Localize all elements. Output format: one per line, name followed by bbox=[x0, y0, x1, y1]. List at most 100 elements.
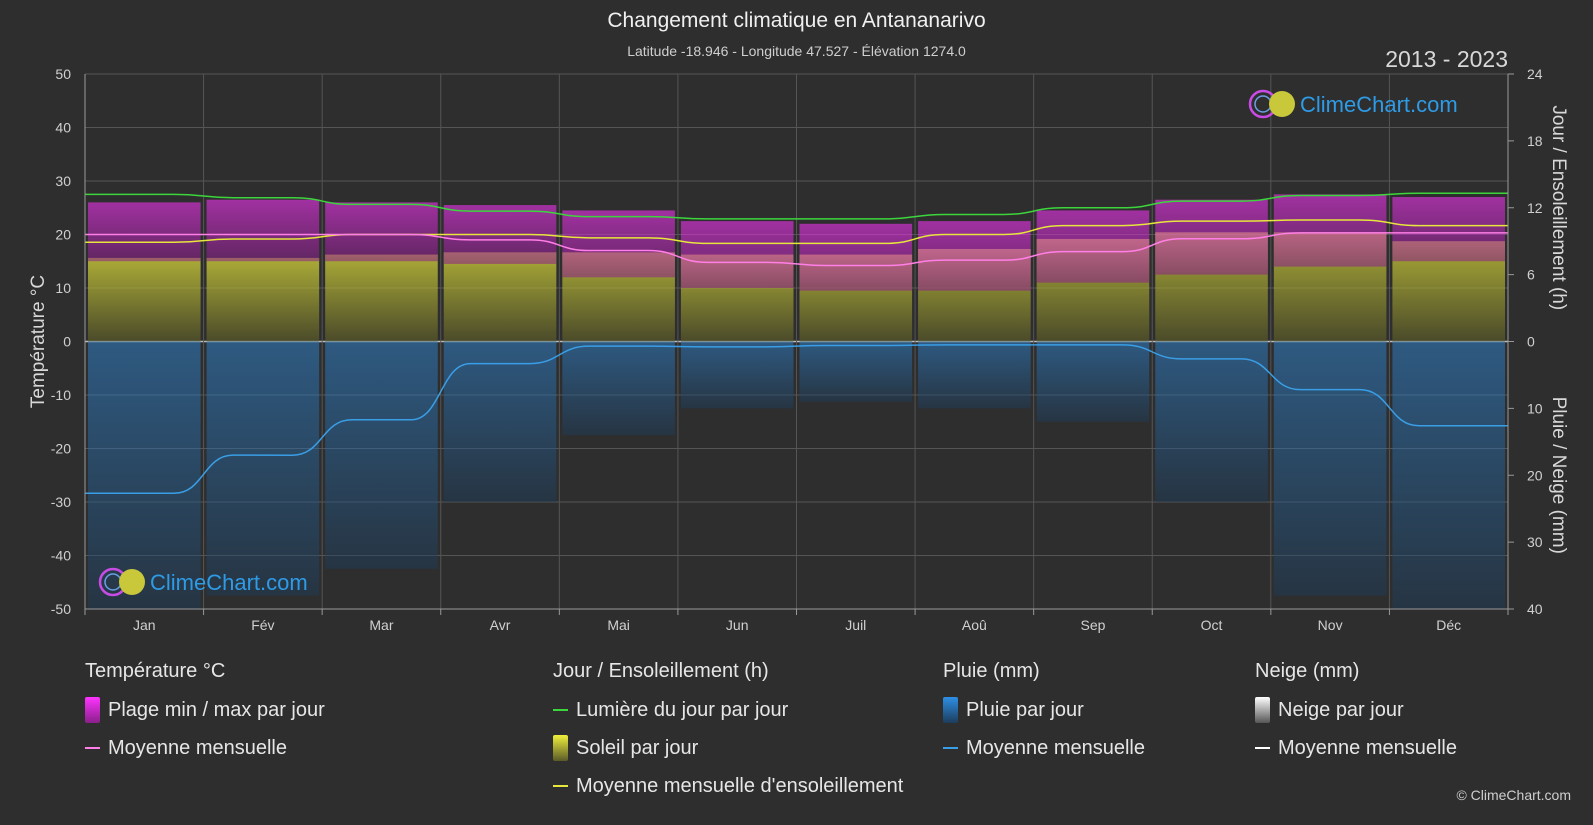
x-tick-label: Mar bbox=[369, 617, 393, 633]
rain-bar bbox=[1273, 341, 1387, 596]
y-tick-label-left: -20 bbox=[51, 441, 71, 457]
chart-title: Changement climatique en Antananarivo bbox=[607, 9, 986, 32]
legend-label: Neige par jour bbox=[1278, 698, 1404, 721]
rain-bar bbox=[680, 341, 794, 409]
legend-heading-snow: Neige (mm) bbox=[1255, 660, 1360, 682]
rain-bar bbox=[799, 341, 913, 402]
legend-item-snow-mean: Moyenne mensuelle bbox=[1255, 736, 1457, 760]
x-tick-label: Mai bbox=[607, 617, 630, 633]
temp-range-bar bbox=[88, 202, 201, 262]
temp-mean-swatch bbox=[85, 747, 100, 749]
copyright: © ClimeChart.com bbox=[1456, 787, 1571, 803]
rain-swatch bbox=[943, 697, 958, 723]
legend-item-temp-mean: Moyenne mensuelle bbox=[85, 736, 325, 760]
y-tick-label-right-precip: 30 bbox=[1527, 534, 1543, 550]
y-tick-label-right-hours: 18 bbox=[1527, 133, 1543, 149]
x-tick-label: Avr bbox=[490, 617, 511, 633]
rain-bar bbox=[88, 341, 201, 609]
snow-mean-swatch bbox=[1255, 747, 1270, 749]
legend-label: Soleil par jour bbox=[576, 736, 699, 759]
axes: 50 40 30 20 10 0 -10 -20 -30 -40 -50 24 18 12 6 0 10 20 30… bbox=[28, 66, 1569, 633]
sunshine-swatch bbox=[553, 735, 568, 761]
y-tick-label-right-hours: 0 bbox=[1527, 334, 1535, 350]
brand-sun-icon bbox=[1269, 91, 1295, 117]
daylight-line bbox=[85, 192, 1508, 220]
sunshine-bar bbox=[206, 257, 320, 342]
rain-bar bbox=[1036, 341, 1150, 422]
legend-rain: Pluie (mm) Pluie par jour Moyenne mensue… bbox=[943, 660, 1145, 774]
y-tick-label-right-precip: 40 bbox=[1527, 601, 1543, 617]
temp-range-bar bbox=[1155, 199, 1268, 275]
temp-mean-line bbox=[85, 232, 1508, 267]
rain-bar bbox=[206, 341, 320, 596]
y-tick-label-left: 30 bbox=[55, 173, 71, 189]
temp-range-bar bbox=[562, 210, 675, 278]
sunshine-bar bbox=[88, 257, 201, 342]
legend-item-snow: Neige par jour bbox=[1255, 697, 1457, 723]
legend-label: Moyenne mensuelle bbox=[966, 736, 1145, 759]
brand-logo-bottom: ClimeChart.com bbox=[98, 567, 308, 597]
rain-mean-swatch bbox=[943, 747, 958, 749]
temp-range-bar bbox=[1392, 197, 1505, 262]
rain-bar bbox=[1392, 341, 1505, 609]
temp-range-swatch bbox=[85, 697, 100, 723]
y-axis-title-right-bottom: Pluie / Neige (mm) bbox=[1548, 397, 1569, 554]
y-tick-label-right-precip: 20 bbox=[1527, 467, 1543, 483]
climate-chart: 50 40 30 20 10 0 -10 -20 -30 -40 -50 24 18 12 6 0 10 20 30… bbox=[28, 66, 1569, 633]
y-tick-label-right-hours: 12 bbox=[1527, 200, 1543, 216]
legend-item-rain: Pluie par jour bbox=[943, 697, 1145, 723]
x-tick-label: Sep bbox=[1080, 617, 1105, 633]
x-tick-label: Nov bbox=[1318, 617, 1343, 633]
legend-heading-rain: Pluie (mm) bbox=[943, 660, 1040, 682]
legend-label: Moyenne mensuelle bbox=[1278, 736, 1457, 759]
x-tick-label: Juil bbox=[845, 617, 866, 633]
x-tick-label: Oct bbox=[1201, 617, 1223, 633]
x-tick-label: Fév bbox=[251, 617, 274, 633]
data-bands bbox=[88, 194, 1505, 609]
legend-label: Pluie par jour bbox=[966, 698, 1084, 721]
chart-subtitle: Latitude -18.946 - Longitude 47.527 - Él… bbox=[627, 43, 966, 59]
brand-sun-icon bbox=[119, 569, 145, 595]
legend-label: Moyenne mensuelle d'ensoleillement bbox=[576, 774, 904, 797]
legend-item-temp-range: Plage min / max par jour bbox=[85, 697, 325, 723]
rain-mean-line bbox=[85, 344, 1508, 495]
temp-range-bar bbox=[918, 221, 1031, 291]
rain-bar bbox=[325, 341, 438, 569]
brand-logo-top: ClimeChart.com bbox=[1248, 89, 1458, 119]
temp-range-bar bbox=[1036, 210, 1150, 283]
y-tick-label-right-hours: 24 bbox=[1527, 66, 1543, 82]
y-tick-label-left: -50 bbox=[51, 601, 71, 617]
data-lines bbox=[85, 192, 1508, 495]
legend-snow: Neige (mm) Neige par jour Moyenne mensue… bbox=[1255, 660, 1457, 774]
daylight-swatch bbox=[553, 709, 568, 711]
rain-bar bbox=[1155, 341, 1268, 502]
y-tick-label-left: -10 bbox=[51, 387, 71, 403]
rain-bar bbox=[918, 341, 1031, 409]
brand-ring-inner-icon bbox=[1254, 95, 1272, 113]
y-tick-label-right-precip: 10 bbox=[1527, 400, 1543, 416]
y-tick-label-left: 50 bbox=[55, 66, 71, 82]
year-range: 2013 - 2023 bbox=[1385, 46, 1508, 72]
temp-range-bar bbox=[680, 221, 794, 288]
brand-name-top: ClimeChart.com bbox=[1300, 92, 1458, 117]
legend-label: Plage min / max par jour bbox=[108, 698, 325, 721]
temp-range-bar bbox=[206, 199, 320, 262]
y-axis-title-right-top: Jour / Ensoleillement (h) bbox=[1548, 105, 1569, 310]
legend-item-sunshine-mean: Moyenne mensuelle d'ensoleillement bbox=[553, 774, 903, 798]
y-tick-label-left: 20 bbox=[55, 227, 71, 243]
temp-range-bar bbox=[1273, 194, 1387, 267]
rain-bar bbox=[562, 341, 675, 436]
y-tick-label-left: 10 bbox=[55, 280, 71, 296]
temp-range-bar bbox=[799, 223, 913, 291]
snow-swatch bbox=[1255, 697, 1270, 723]
x-tick-label: Déc bbox=[1436, 617, 1461, 633]
legend-item-sunshine: Soleil par jour bbox=[553, 735, 903, 761]
sunshine-bar bbox=[443, 252, 557, 342]
legend-temperature: Température °C Plage min / max par jour … bbox=[85, 660, 325, 774]
legend-item-daylight: Lumière du jour par jour bbox=[553, 698, 903, 722]
x-tick-label: Jun bbox=[726, 617, 749, 633]
sunshine-mean-swatch bbox=[553, 785, 568, 787]
legend-sun: Jour / Ensoleillement (h) Lumière du jou… bbox=[553, 660, 903, 812]
y-tick-label-right-hours: 6 bbox=[1527, 267, 1535, 283]
legend-item-rain-mean: Moyenne mensuelle bbox=[943, 736, 1145, 760]
